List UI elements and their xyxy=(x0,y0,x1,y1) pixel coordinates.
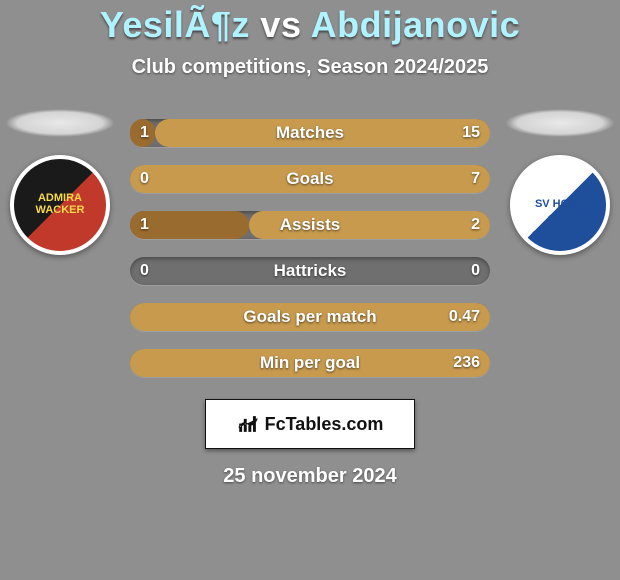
brand-icon xyxy=(237,413,259,435)
comparison-card: YesilÃ¶z vs Abdijanovic Club competition… xyxy=(0,0,620,580)
club-badge-right-text: SV HORN xyxy=(535,199,585,211)
bar-right xyxy=(155,119,490,147)
player1-silhouette xyxy=(5,109,115,137)
brand-text: FcTables.com xyxy=(265,414,384,435)
bar-right xyxy=(249,211,490,239)
stat-row: 115Matches xyxy=(130,119,490,147)
player2-name: Abdijanovic xyxy=(311,4,521,45)
stat-rows: 115Matches 07Goals 12Assists 00Hattricks 0.4… xyxy=(130,119,490,377)
stat-row: 12Assists xyxy=(130,211,490,239)
player2-slot: SV HORN xyxy=(500,109,620,255)
page-title: YesilÃ¶z vs Abdijanovic xyxy=(0,4,620,46)
stat-row: 07Goals xyxy=(130,165,490,193)
brand-box[interactable]: FcTables.com xyxy=(205,399,415,449)
bar-left xyxy=(130,119,155,147)
club-badge-left: ADMIRA WACKER xyxy=(10,155,110,255)
stat-row: 0.47Goals per match xyxy=(130,303,490,331)
bar-right xyxy=(130,349,490,377)
stat-row: 236Min per goal xyxy=(130,349,490,377)
player1-slot: ADMIRA WACKER xyxy=(0,109,120,255)
player1-name: YesilÃ¶z xyxy=(100,4,250,45)
bar-left xyxy=(130,211,249,239)
vs-label: vs xyxy=(260,4,301,45)
comparison-body: ADMIRA WACKER SV HORN 115Matches07Goals1… xyxy=(0,119,620,377)
club-badge-left-text-bottom: WACKER xyxy=(36,205,85,217)
subtitle: Club competitions, Season 2024/2025 xyxy=(0,56,620,79)
bar-right xyxy=(130,303,490,331)
date-label: 25 november 2024 xyxy=(0,465,620,488)
stat-row: 00Hattricks xyxy=(130,257,490,285)
club-badge-right: SV HORN xyxy=(510,155,610,255)
bar-right xyxy=(130,165,490,193)
bar-track xyxy=(130,257,490,285)
player2-silhouette xyxy=(505,109,615,137)
